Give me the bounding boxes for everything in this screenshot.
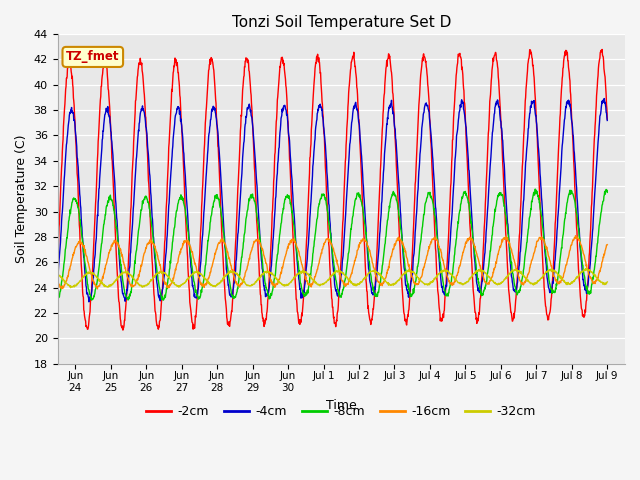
Line: -2cm: -2cm bbox=[40, 49, 607, 334]
-32cm bbox=[263, 270, 271, 276]
-2cm bbox=[604, 117, 611, 122]
Line: -8cm: -8cm bbox=[40, 189, 607, 301]
-8cm bbox=[418, 229, 426, 235]
-2cm bbox=[36, 129, 44, 135]
-2cm bbox=[51, 310, 58, 316]
Title: Tonzi Soil Temperature Set D: Tonzi Soil Temperature Set D bbox=[232, 15, 451, 30]
-4cm bbox=[50, 300, 58, 305]
-16cm bbox=[36, 245, 44, 251]
-2cm bbox=[418, 62, 426, 68]
-32cm bbox=[51, 270, 58, 276]
-2cm bbox=[598, 47, 606, 52]
-16cm bbox=[298, 262, 305, 267]
-16cm bbox=[93, 286, 101, 292]
-2cm bbox=[263, 311, 271, 316]
-2cm bbox=[298, 310, 305, 316]
-32cm bbox=[36, 283, 44, 289]
-32cm bbox=[298, 269, 305, 275]
-4cm bbox=[604, 118, 611, 123]
-8cm bbox=[51, 293, 58, 299]
Legend: -2cm, -4cm, -8cm, -16cm, -32cm: -2cm, -4cm, -8cm, -16cm, -32cm bbox=[141, 400, 541, 423]
-2cm bbox=[47, 331, 55, 337]
-8cm bbox=[36, 196, 44, 202]
Line: -4cm: -4cm bbox=[40, 98, 607, 302]
X-axis label: Time: Time bbox=[326, 398, 356, 411]
-8cm bbox=[339, 289, 346, 295]
-4cm bbox=[600, 96, 608, 101]
Y-axis label: Soil Temperature (C): Soil Temperature (C) bbox=[15, 134, 28, 263]
Line: -32cm: -32cm bbox=[40, 269, 607, 288]
-16cm bbox=[388, 248, 396, 253]
-8cm bbox=[531, 186, 539, 192]
-16cm bbox=[572, 233, 579, 239]
-16cm bbox=[418, 274, 426, 279]
-32cm bbox=[339, 270, 346, 276]
-8cm bbox=[388, 192, 396, 198]
Text: TZ_fmet: TZ_fmet bbox=[66, 50, 120, 63]
-2cm bbox=[388, 90, 396, 96]
-32cm bbox=[582, 266, 589, 272]
-32cm bbox=[604, 279, 611, 285]
-4cm bbox=[418, 125, 426, 131]
-8cm bbox=[263, 287, 271, 292]
-32cm bbox=[67, 285, 74, 290]
-16cm bbox=[339, 278, 346, 284]
-8cm bbox=[54, 298, 61, 304]
-32cm bbox=[388, 281, 396, 287]
-2cm bbox=[339, 230, 346, 236]
-16cm bbox=[263, 261, 271, 267]
-4cm bbox=[298, 290, 305, 296]
-8cm bbox=[298, 286, 305, 291]
Line: -16cm: -16cm bbox=[40, 236, 607, 289]
-32cm bbox=[418, 278, 426, 284]
-4cm bbox=[339, 258, 346, 264]
-4cm bbox=[51, 294, 58, 300]
-16cm bbox=[51, 267, 58, 273]
-4cm bbox=[263, 293, 271, 299]
-8cm bbox=[604, 190, 611, 195]
-4cm bbox=[36, 125, 44, 131]
-16cm bbox=[604, 242, 611, 248]
-4cm bbox=[388, 108, 396, 113]
